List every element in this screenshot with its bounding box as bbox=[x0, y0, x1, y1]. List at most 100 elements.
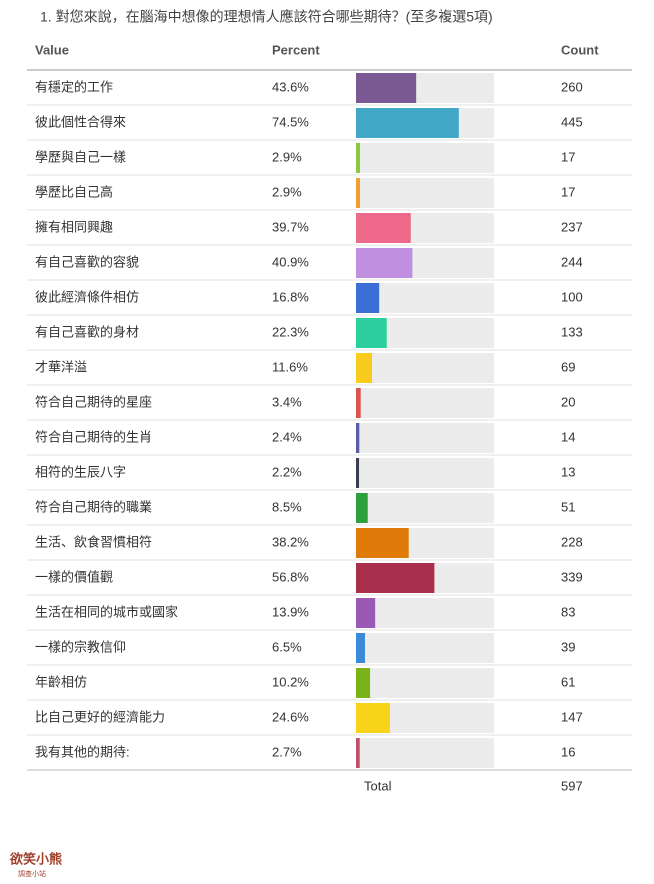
bar bbox=[356, 318, 387, 348]
count: 61 bbox=[561, 674, 575, 689]
category-label: 彼此個性合得來 bbox=[35, 114, 126, 129]
category-label: 我有其他的期待: bbox=[35, 744, 130, 759]
column-header: Value bbox=[35, 42, 69, 57]
percent-label: 39.7% bbox=[272, 219, 309, 234]
category-label: 一樣的價值觀 bbox=[35, 569, 113, 584]
percent-label: 10.2% bbox=[272, 674, 309, 689]
count: 20 bbox=[561, 394, 575, 409]
percent-label: 2.9% bbox=[272, 149, 302, 164]
bar-track bbox=[356, 178, 494, 208]
bar bbox=[356, 213, 411, 243]
category-label: 符合自己期待的職業 bbox=[35, 499, 152, 514]
category-label: 比自己更好的經濟能力 bbox=[35, 709, 165, 724]
count: 17 bbox=[561, 184, 575, 199]
category-label: 相符的生辰八字 bbox=[35, 464, 126, 479]
percent-label: 6.5% bbox=[272, 639, 302, 654]
bar bbox=[356, 283, 380, 313]
count: 445 bbox=[561, 114, 583, 129]
category-label: 學歷比自己高 bbox=[35, 184, 113, 199]
category-label: 有自己喜歡的容貌 bbox=[35, 254, 139, 269]
bar bbox=[356, 73, 417, 103]
count: 51 bbox=[561, 499, 575, 514]
bar-track bbox=[356, 423, 494, 453]
bar-track bbox=[356, 738, 494, 768]
bar bbox=[356, 108, 459, 138]
bar bbox=[356, 248, 413, 278]
bar-track bbox=[356, 633, 494, 663]
count: 100 bbox=[561, 289, 583, 304]
percent-label: 74.5% bbox=[272, 114, 309, 129]
total: 597 bbox=[561, 778, 583, 793]
bar-track bbox=[356, 143, 494, 173]
category-label: 生活在相同的城市或國家 bbox=[35, 604, 178, 619]
category-label: 才華洋溢 bbox=[35, 359, 87, 374]
percent-label: 56.8% bbox=[272, 569, 309, 584]
category-label: 符合自己期待的星座 bbox=[35, 394, 152, 409]
count: 39 bbox=[561, 639, 575, 654]
bar bbox=[356, 598, 376, 628]
count: 14 bbox=[561, 429, 575, 444]
percent-label: 2.4% bbox=[272, 429, 302, 444]
count: 83 bbox=[561, 604, 575, 619]
logo: 調查小站 bbox=[18, 869, 46, 878]
bar bbox=[356, 458, 360, 488]
percent-label: 22.3% bbox=[272, 324, 309, 339]
category-label: 有穩定的工作 bbox=[35, 79, 113, 94]
bar-track bbox=[356, 668, 494, 698]
count: 260 bbox=[561, 79, 583, 94]
category-label: 一樣的宗教信仰 bbox=[35, 639, 126, 654]
bar bbox=[356, 528, 409, 558]
percent-label: 2.7% bbox=[272, 744, 302, 759]
count: 244 bbox=[561, 254, 583, 269]
column-header: Percent bbox=[272, 42, 320, 57]
category-label: 擁有相同興趣 bbox=[35, 219, 113, 234]
category-label: 生活、飲食習慣相符 bbox=[35, 534, 152, 549]
bar bbox=[356, 633, 365, 663]
count: 69 bbox=[561, 359, 575, 374]
bar bbox=[356, 388, 361, 418]
category-label: 有自己喜歡的身材 bbox=[35, 324, 139, 339]
count: 237 bbox=[561, 219, 583, 234]
count: 13 bbox=[561, 464, 575, 479]
percent-label: 11.6% bbox=[272, 359, 308, 374]
count: 228 bbox=[561, 534, 583, 549]
count: 147 bbox=[561, 709, 583, 724]
bar bbox=[356, 738, 360, 768]
bar-track bbox=[356, 598, 494, 628]
column-header: Count bbox=[561, 42, 599, 57]
percent-label: 40.9% bbox=[272, 254, 309, 269]
bar bbox=[356, 423, 360, 453]
percent-label: 3.4% bbox=[272, 394, 302, 409]
percent-label: 2.9% bbox=[272, 184, 302, 199]
logo: 欲笑小熊 bbox=[9, 851, 62, 866]
bar-track bbox=[356, 493, 494, 523]
count: 133 bbox=[561, 324, 583, 339]
percent-label: 2.2% bbox=[272, 464, 302, 479]
bar bbox=[356, 143, 361, 173]
category-label: 符合自己期待的生肖 bbox=[35, 429, 152, 444]
bar bbox=[356, 178, 361, 208]
percent-label: 8.5% bbox=[272, 499, 302, 514]
bar bbox=[356, 668, 371, 698]
category-label: 學歷與自己一樣 bbox=[35, 149, 126, 164]
count: 16 bbox=[561, 744, 575, 759]
bar bbox=[356, 353, 373, 383]
bar-track bbox=[356, 458, 494, 488]
bar-track bbox=[356, 353, 494, 383]
bar bbox=[356, 563, 435, 593]
chart-title: 1. 對您來說，在腦海中想像的理想情人應該符合哪些期待？(至多複選5項) bbox=[40, 9, 493, 25]
percent-label: 16.8% bbox=[272, 289, 309, 304]
count: 17 bbox=[561, 149, 575, 164]
count: 339 bbox=[561, 569, 583, 584]
percent-label: 24.6% bbox=[272, 709, 309, 724]
bar bbox=[356, 493, 368, 523]
bar-track bbox=[356, 388, 494, 418]
percent-label: 38.2% bbox=[272, 534, 309, 549]
category-label: 彼此經濟條件相仿 bbox=[35, 289, 139, 304]
category-label: 年齡相仿 bbox=[35, 674, 87, 689]
percent-label: 43.6% bbox=[272, 79, 309, 94]
percent-label: 13.9% bbox=[272, 604, 309, 619]
total-label: Total bbox=[364, 778, 392, 793]
bar bbox=[356, 703, 390, 733]
